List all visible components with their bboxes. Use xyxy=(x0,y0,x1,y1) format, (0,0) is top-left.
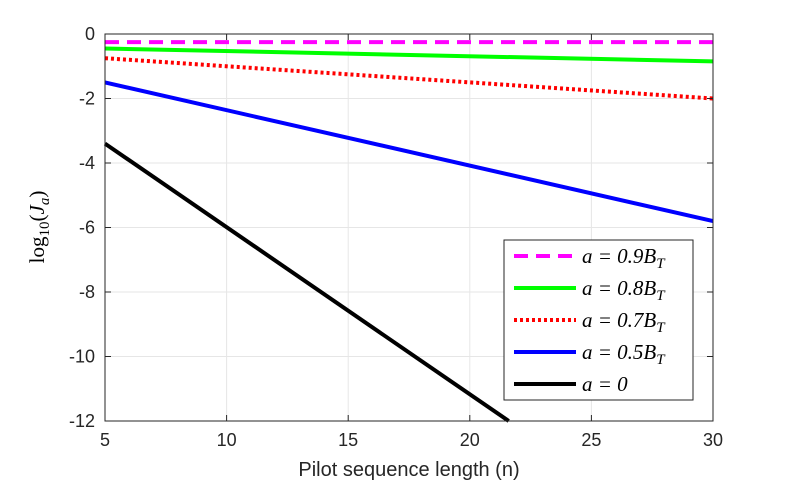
x-tick-label: 20 xyxy=(460,430,480,450)
y-axis-label: log10(Ja) xyxy=(25,191,53,264)
legend-label-0: a = 0.9BT xyxy=(582,244,666,272)
legend-label-2: a = 0.7BT xyxy=(582,308,666,336)
x-axis-label: Pilot sequence length (n) xyxy=(298,459,519,481)
x-tick-label: 25 xyxy=(581,430,601,450)
x-tick-label: 30 xyxy=(703,430,723,450)
x-tick-label: 15 xyxy=(338,430,358,450)
y-tick-label: -2 xyxy=(79,89,95,109)
y-tick-label: -6 xyxy=(79,218,95,238)
series-group xyxy=(103,40,714,423)
ylabel-sub: 10 xyxy=(37,221,53,236)
legend-label-4: a = 0 xyxy=(582,372,628,396)
legend-label-1: a = 0.8BT xyxy=(582,276,666,304)
y-tick-label: -10 xyxy=(69,347,95,367)
legend-label-3: a = 0.5BT xyxy=(582,340,666,368)
ticks: 5 10 15 20 25 30 0 -2 -4 -6 -8 -10 -12 xyxy=(69,24,723,450)
x-tick-label: 10 xyxy=(217,430,237,450)
y-tick-label: -4 xyxy=(79,153,95,173)
y-tick-label: -12 xyxy=(69,411,95,431)
ylabel-var: J xyxy=(25,203,49,214)
series-line-1 xyxy=(104,46,714,64)
series-line-4 xyxy=(103,141,510,423)
x-tick-label: 5 xyxy=(100,430,110,450)
legend: a = 0.9BT a = 0.8BT a = 0.7BT a = 0.5BT a = … xyxy=(503,239,694,401)
ylabel-close: ) xyxy=(25,191,49,198)
legend-box xyxy=(503,239,694,401)
y-tick-label: 0 xyxy=(85,24,95,44)
ylabel-var-sub: a xyxy=(37,198,53,206)
ylabel-base: log xyxy=(25,236,49,263)
y-tick-label: -8 xyxy=(79,282,95,302)
ylabel-open: ( xyxy=(25,214,49,221)
series-line-3 xyxy=(104,80,714,224)
